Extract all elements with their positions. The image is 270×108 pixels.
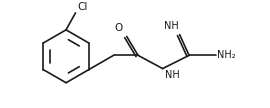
Text: NH: NH: [164, 71, 179, 80]
Text: O: O: [115, 23, 123, 33]
Text: NH: NH: [164, 21, 179, 31]
Text: Cl: Cl: [77, 2, 88, 12]
Text: NH₂: NH₂: [217, 50, 236, 60]
